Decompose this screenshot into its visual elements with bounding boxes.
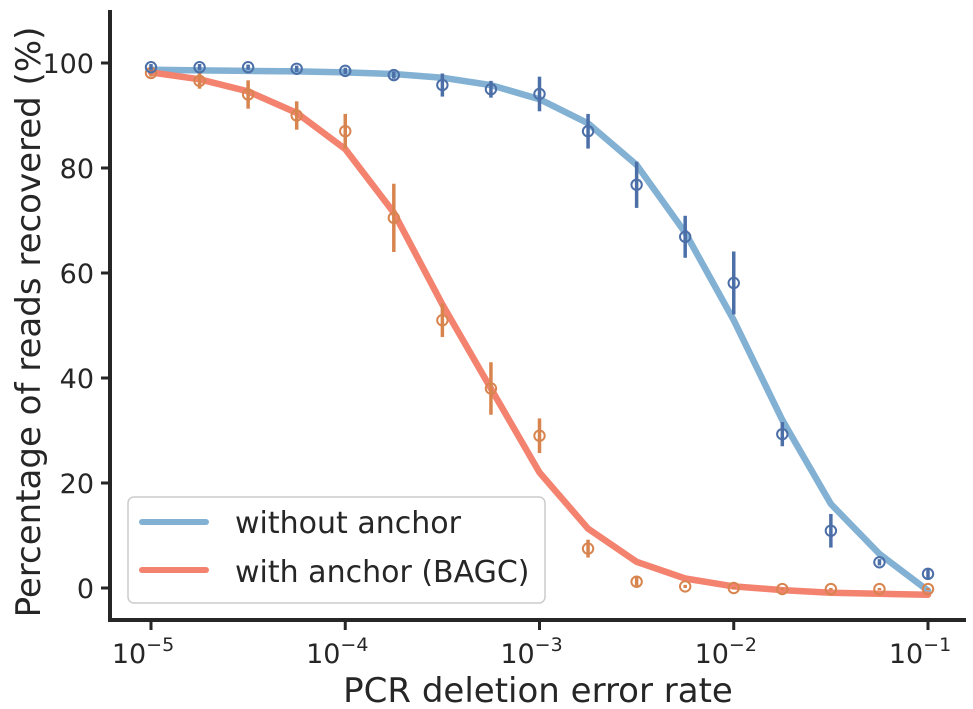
data-point — [144, 60, 158, 74]
x-tick-label: 10−2 — [695, 634, 757, 670]
data-point — [776, 582, 789, 596]
data-point — [290, 62, 303, 75]
data-point — [533, 429, 546, 442]
data-point — [921, 582, 935, 596]
data-point — [630, 178, 643, 192]
x-tick-label: 10−5 — [112, 634, 174, 670]
observed-points-with-anchor — [144, 66, 935, 596]
data-point — [921, 567, 935, 581]
y-tick-label: 100 — [42, 49, 94, 80]
data-point — [678, 580, 692, 593]
data-point — [873, 556, 886, 569]
data-point — [241, 60, 255, 74]
legend-label-without-anchor: without anchor — [235, 506, 462, 541]
data-point — [484, 83, 498, 96]
observed-points-without-anchor — [144, 60, 935, 581]
x-tick-label: 10−4 — [306, 634, 368, 670]
y-tick-label: 20 — [60, 469, 94, 500]
data-point — [436, 314, 449, 327]
x-tick-label: 10−3 — [500, 634, 562, 670]
data-point — [824, 582, 838, 596]
y-tick-label: 0 — [77, 574, 94, 605]
data-point — [727, 581, 740, 595]
plot-area — [144, 60, 935, 599]
legend: without anchor with anchor (BAGC) — [127, 496, 546, 604]
x-ticks: 10−5 10−4 10−3 10−2 10−1 — [112, 620, 951, 670]
data-point — [241, 88, 255, 101]
data-point — [436, 78, 449, 92]
data-point — [484, 382, 498, 395]
data-point — [873, 582, 886, 596]
data-point — [193, 60, 206, 74]
data-point — [630, 575, 643, 588]
x-tick-label: 10−1 — [889, 634, 951, 670]
data-point — [339, 125, 352, 138]
data-point — [533, 87, 546, 101]
legend-frame — [127, 496, 546, 604]
y-tick-label: 40 — [60, 364, 94, 395]
data-point — [290, 109, 303, 122]
y-tick-label: 60 — [60, 259, 94, 290]
data-point — [581, 542, 595, 555]
data-point — [727, 276, 740, 290]
y-axis-title: Percentage of reads recovered (%) — [9, 27, 49, 618]
data-point — [581, 125, 595, 138]
data-point — [193, 74, 206, 88]
legend-label-with-anchor: with anchor (BAGC) — [235, 555, 530, 590]
data-point — [824, 524, 838, 537]
data-point — [387, 68, 401, 82]
fit-line-with-anchor — [147, 69, 932, 599]
data-point — [387, 211, 401, 225]
data-point — [339, 64, 352, 78]
y-tick-label: 80 — [60, 154, 94, 185]
data-point — [776, 427, 789, 441]
axes: 10−5 10−4 10−3 10−2 10−1 0 20 40 60 80 100 — [42, 10, 966, 670]
x-axis-title: PCR deletion error rate — [343, 671, 733, 709]
y-ticks: 0 20 40 60 80 100 — [42, 49, 110, 605]
data-point — [678, 230, 692, 243]
